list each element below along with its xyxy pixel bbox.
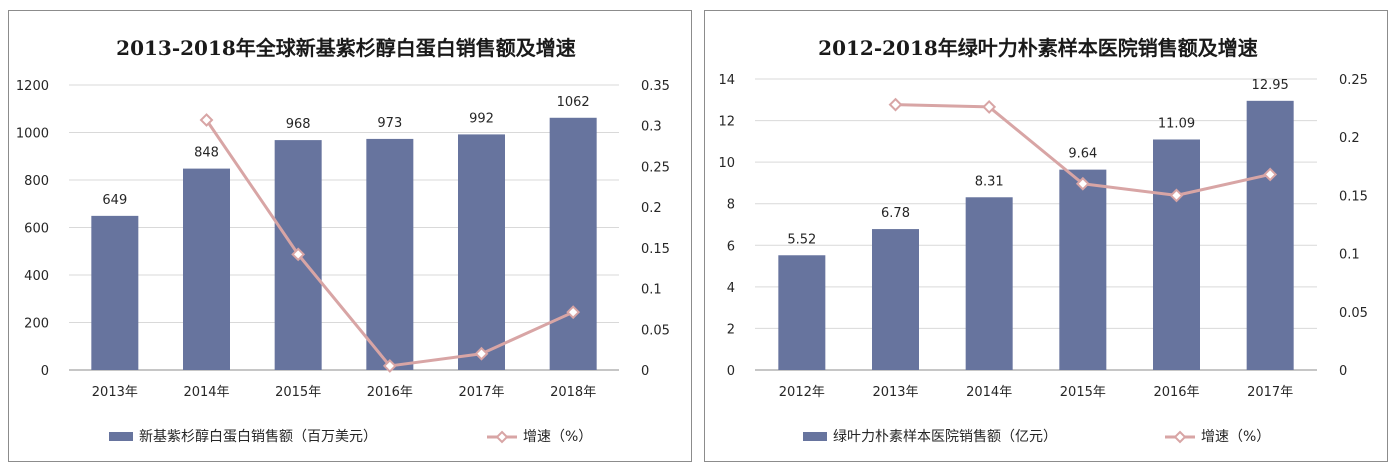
x-tick-label: 2013年	[92, 385, 138, 400]
y-tick-right: 0.35	[641, 79, 670, 94]
legend-swatch-bar	[109, 432, 133, 441]
x-tick-label: 2017年	[1247, 385, 1293, 400]
legend-marker	[1173, 430, 1187, 444]
y-tick-left: 800	[24, 174, 49, 189]
y-tick-right: 0.15	[1339, 189, 1368, 204]
x-tick-label: 2014年	[966, 385, 1012, 400]
x-tick-label: 2017年	[458, 385, 504, 400]
data-label: 649	[102, 193, 127, 208]
y-tick-right: 0.1	[641, 283, 662, 298]
data-label: 6.78	[881, 206, 910, 221]
y-tick-right: 0.05	[1339, 306, 1368, 321]
chart-svg: 2012-2018年绿叶力朴素样本医院销售额及增速 0 2 4 6 8 10 12 14 0 0.0…	[718, 36, 1368, 445]
data-label: 968	[286, 117, 311, 132]
data-label: 1062	[557, 95, 590, 110]
y-tick-right: 0.25	[641, 160, 670, 175]
growth-marker	[1169, 188, 1184, 203]
chart-panel-sales-lipusu: 2012-2018年绿叶力朴素样本医院销售额及增速 0 2 4 6 8 10 12 14 0 0.0…	[704, 10, 1388, 462]
y-tick-right: 0.25	[1339, 73, 1368, 88]
bar	[366, 138, 414, 370]
chart-panel-sales-nab-paclitaxel: 2013-2018年全球新基紫杉醇白蛋白销售额及增速 0 200 400 600 800 1…	[8, 10, 692, 462]
bar	[183, 168, 230, 370]
legend-label-line: 增速（%）	[1201, 429, 1270, 445]
y-tick-left: 2	[727, 322, 735, 337]
legend-label-bar: 绿叶力朴素样本医院销售额（亿元）	[833, 429, 1057, 445]
data-label: 5.52	[787, 232, 816, 247]
chart-title: 2013-2018年全球新基紫杉醇白蛋白销售额及增速	[116, 36, 576, 60]
y-tick-left: 400	[24, 269, 49, 284]
y-tick-right: 0.05	[641, 323, 670, 338]
data-label: 9.64	[1068, 147, 1097, 162]
y-tick-left: 8	[727, 198, 735, 213]
growth-marker	[199, 113, 214, 127]
y-tick-right: 0	[1339, 364, 1347, 379]
y-tick-left: 14	[718, 73, 735, 88]
y-tick-left: 10	[718, 156, 735, 171]
bar	[1246, 100, 1294, 370]
x-tick-label: 2012年	[779, 385, 825, 400]
growth-marker	[291, 247, 306, 262]
y-tick-left: 1200	[16, 79, 49, 94]
y-tick-right: 0.15	[641, 242, 670, 257]
y-tick-left: 12	[718, 115, 735, 130]
x-tick-label: 2013年	[872, 385, 918, 400]
y-tick-left: 4	[727, 281, 735, 296]
data-label: 973	[377, 116, 402, 131]
growth-marker	[382, 359, 397, 373]
bar	[1059, 169, 1107, 370]
y-tick-right: 0.2	[641, 201, 662, 216]
y-tick-left: 200	[24, 317, 49, 332]
x-tick-label: 2018年	[550, 385, 596, 400]
x-tick-label: 2015年	[275, 385, 321, 400]
growth-marker	[982, 100, 997, 114]
data-label: 8.31	[975, 174, 1004, 189]
y-tick-left: 1000	[16, 127, 49, 142]
growth-marker	[474, 346, 489, 361]
y-tick-left: 6	[727, 239, 735, 254]
x-tick-label: 2016年	[367, 385, 413, 400]
bar	[549, 117, 597, 371]
y-tick-left: 0	[727, 364, 735, 379]
chart-svg: 2013-2018年全球新基紫杉醇白蛋白销售额及增速 0 200 400 600 800 1…	[16, 36, 670, 445]
y-tick-right: 0.3	[641, 120, 662, 135]
x-tick-label: 2016年	[1153, 385, 1199, 400]
bar	[1153, 139, 1200, 370]
growth-marker	[1263, 167, 1278, 182]
data-label: 12.95	[1252, 78, 1289, 93]
bar	[91, 215, 139, 370]
y-tick-right: 0	[641, 364, 649, 379]
data-label: 11.09	[1158, 116, 1195, 131]
legend-label-bar: 新基紫杉醇白蛋白销售额（百万美元）	[139, 428, 377, 445]
legend-label-line: 增速（%）	[523, 429, 592, 445]
bar	[458, 134, 505, 370]
bar	[872, 229, 919, 370]
x-tick-label: 2015年	[1060, 385, 1106, 400]
data-label: 992	[469, 111, 494, 126]
growth-marker	[888, 97, 903, 112]
y-tick-right: 0.2	[1339, 131, 1360, 146]
data-label: 848	[194, 146, 219, 161]
y-tick-left: 600	[24, 222, 49, 237]
x-tick-label: 2014年	[183, 385, 229, 400]
y-tick-left: 0	[41, 364, 49, 379]
growth-marker	[1075, 176, 1090, 191]
legend-swatch-bar	[803, 432, 827, 441]
y-tick-right: 0.1	[1339, 248, 1360, 263]
bar	[778, 255, 826, 370]
chart-title: 2012-2018年绿叶力朴素样本医院销售额及增速	[818, 36, 1258, 60]
growth-marker	[566, 305, 581, 320]
legend-marker	[495, 430, 509, 444]
bar	[965, 197, 1013, 370]
